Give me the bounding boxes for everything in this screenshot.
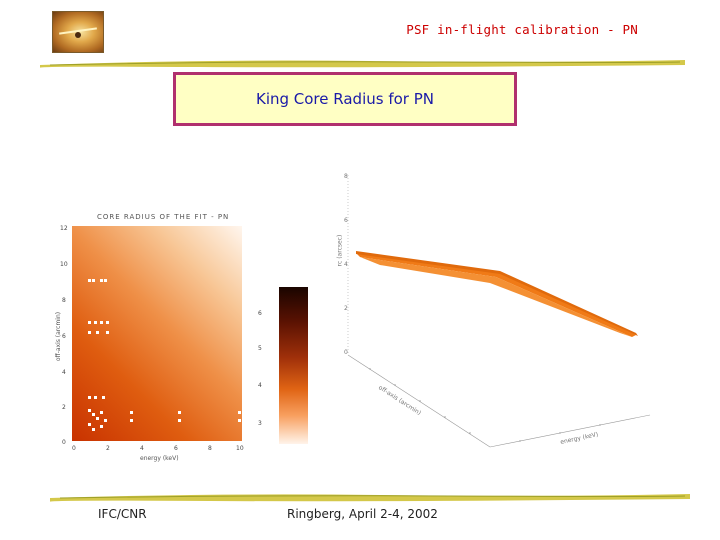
y-tick: 12: [60, 225, 68, 232]
colorbar-tick: 6: [258, 310, 262, 317]
y-axis-label: off-axis (arcmin): [55, 311, 63, 362]
data-marker: [92, 279, 95, 282]
data-marker: [178, 411, 181, 414]
x-tick: 2: [106, 445, 110, 452]
z-tick: 8: [344, 173, 348, 180]
data-marker: [130, 419, 133, 422]
data-marker: [96, 417, 99, 420]
z-tick: 0: [344, 349, 348, 356]
z-tick: 6: [344, 217, 348, 224]
data-marker: [88, 396, 91, 399]
data-marker: [94, 321, 97, 324]
z-tick: 2: [344, 305, 348, 312]
data-marker: [100, 321, 103, 324]
heatmap-plot: CORE RADIUS OF THE FIT - PN 0 2 4 6 8 10…: [52, 213, 257, 465]
y-tick: 6: [62, 333, 66, 340]
colorbar-tick: 4: [258, 382, 262, 389]
data-marker: [94, 396, 97, 399]
y-tick: 2: [62, 404, 66, 411]
data-marker: [88, 279, 91, 282]
data-marker: [92, 428, 95, 431]
colorbar: [279, 287, 308, 444]
y-tick: 0: [62, 439, 66, 446]
heatmap-area: [72, 226, 242, 441]
x-tick: 8: [208, 445, 212, 452]
x-tick: 10: [236, 445, 244, 452]
data-marker: [106, 321, 109, 324]
footer-event: Ringberg, April 2-4, 2002: [287, 507, 438, 521]
z-axis-label: rc (arcsec): [336, 234, 344, 267]
data-marker: [104, 419, 107, 422]
data-marker: [178, 419, 181, 422]
data-marker: [88, 321, 91, 324]
data-marker: [102, 396, 105, 399]
top-divider: [40, 60, 685, 68]
x-tick: 6: [174, 445, 178, 452]
data-marker: [100, 411, 103, 414]
x-axis-label: energy (keV): [140, 455, 179, 462]
header-title: PSF in-flight calibration - PN: [406, 22, 638, 37]
data-marker: [92, 413, 95, 416]
data-marker: [130, 411, 133, 414]
data-marker: [100, 279, 103, 282]
bottom-divider: [50, 494, 690, 502]
y-tick: 4: [62, 369, 66, 376]
data-marker: [104, 279, 107, 282]
x-tick: 4: [140, 445, 144, 452]
data-marker: [96, 331, 99, 334]
heatmap-title: CORE RADIUS OF THE FIT - PN: [97, 213, 230, 221]
colorbar-tick: 3: [258, 420, 262, 427]
slide-title-box: King Core Radius for PN: [173, 72, 517, 126]
y-tick: 8: [62, 297, 66, 304]
institution-logo: [52, 11, 104, 53]
x-tick: 0: [72, 445, 76, 452]
slide-title: King Core Radius for PN: [255, 90, 434, 108]
data-marker: [238, 419, 241, 422]
logo-dot: [75, 32, 81, 38]
y-tick: 10: [60, 261, 68, 268]
data-marker: [100, 425, 103, 428]
z-tick: 4: [344, 261, 348, 268]
surface-plot: 8 6 4 2 0 rc (arcsec) off-axis (arcmin) …: [320, 165, 660, 465]
data-marker: [88, 423, 91, 426]
footer-organization: IFC/CNR: [98, 507, 147, 521]
data-marker: [88, 331, 91, 334]
data-marker: [88, 409, 91, 412]
surface-plot-canvas: [347, 175, 651, 448]
colorbar-tick: 5: [258, 345, 262, 352]
data-marker: [106, 331, 109, 334]
data-marker: [238, 411, 241, 414]
